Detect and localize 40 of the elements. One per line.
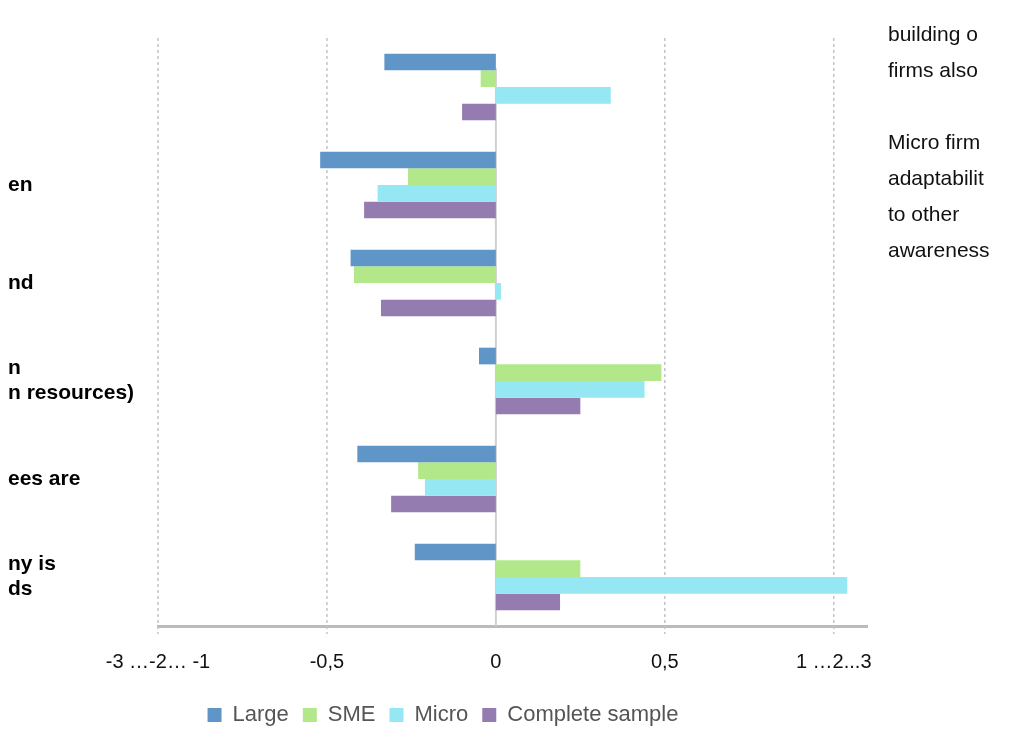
bar bbox=[462, 103, 496, 121]
y-tick-label: ees are bbox=[8, 465, 81, 489]
bar bbox=[480, 70, 496, 87]
bar bbox=[495, 283, 501, 300]
bar bbox=[478, 347, 496, 365]
x-tick-label: -3 …-2… -1 bbox=[105, 649, 211, 672]
y-tick-label: nd bbox=[8, 269, 34, 293]
bar bbox=[408, 168, 496, 185]
bar bbox=[495, 560, 581, 577]
bar bbox=[364, 201, 496, 219]
bar bbox=[380, 299, 496, 317]
bar bbox=[495, 381, 645, 398]
x-tick-label: 1 …2...3 bbox=[795, 649, 872, 672]
y-tick-label: en bbox=[8, 171, 33, 195]
bar bbox=[350, 249, 496, 267]
legend-label: Large bbox=[232, 701, 289, 727]
bar bbox=[495, 593, 561, 611]
bar bbox=[495, 87, 611, 104]
y-tick-label: n n resources) bbox=[8, 355, 135, 404]
bar bbox=[495, 397, 581, 415]
bar bbox=[495, 364, 662, 381]
legend-label: SME bbox=[327, 701, 376, 727]
y-tick-label: ny is ds bbox=[8, 551, 56, 600]
bar bbox=[377, 185, 496, 202]
x-tick-label: 0 bbox=[490, 649, 502, 672]
bar bbox=[357, 445, 496, 463]
bar bbox=[418, 462, 496, 479]
legend-label: Micro bbox=[414, 701, 469, 727]
x-tick-label: -0,5 bbox=[309, 649, 345, 672]
bar bbox=[495, 577, 848, 594]
text: building o firms also bbox=[888, 21, 979, 83]
bar bbox=[320, 151, 496, 169]
bar bbox=[414, 543, 496, 561]
bar bbox=[384, 53, 496, 71]
legend-label: Complete sample bbox=[507, 701, 679, 727]
text: Micro firm adaptabilit to other awareness bbox=[888, 129, 991, 263]
bar bbox=[391, 495, 496, 513]
bar bbox=[424, 479, 496, 496]
bar bbox=[353, 266, 496, 283]
x-tick-label: 0,5 bbox=[650, 649, 679, 672]
